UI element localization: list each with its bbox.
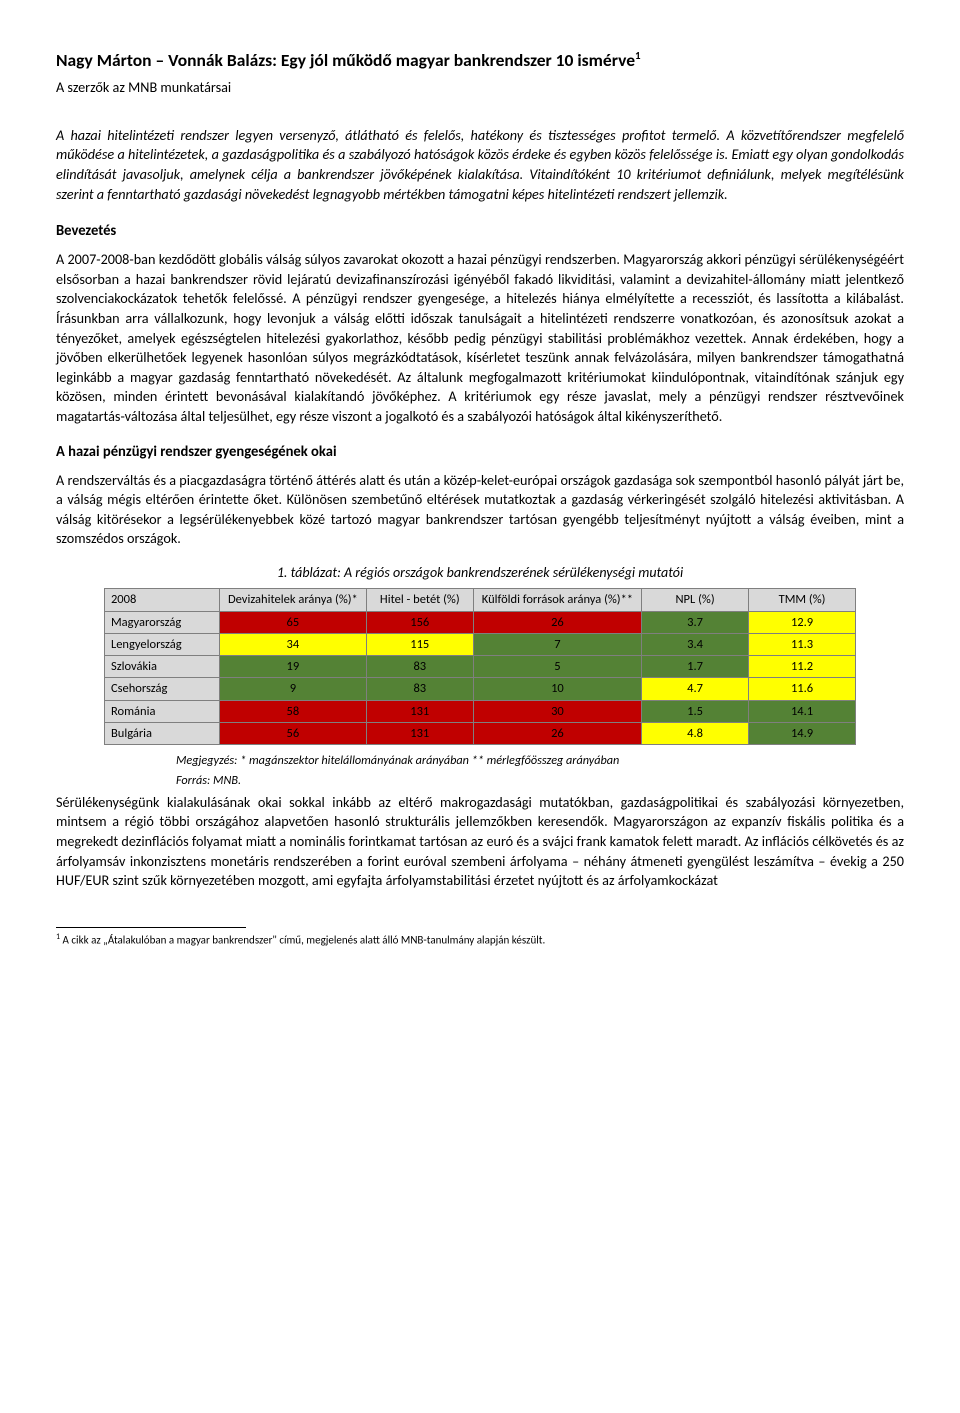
section-heading-intro: Bevezetés xyxy=(56,220,904,240)
table-cell: 4.8 xyxy=(642,722,749,744)
table-row: Magyarország65156263.712.9 xyxy=(104,611,855,633)
table-note: Megjegyzés: * magánszektor hitelállomány… xyxy=(176,753,904,769)
intro-body: A 2007-2008-ban kezdődött globális válsá… xyxy=(56,250,904,426)
footnote-rule xyxy=(56,927,246,928)
vulnerability-table: 2008 Devizahitelek aránya (%)* Hitel - b… xyxy=(104,588,856,745)
table-row: Szlovákia198351.711.2 xyxy=(104,656,855,678)
table-cell: 19 xyxy=(219,656,366,678)
table-cell: 30 xyxy=(473,700,641,722)
table-cell: 9 xyxy=(219,678,366,700)
table-cell: 3.4 xyxy=(642,633,749,655)
table-cell: 58 xyxy=(219,700,366,722)
table-cell: 26 xyxy=(473,611,641,633)
table-row-header: Lengyelország xyxy=(104,633,219,655)
table-cell: 26 xyxy=(473,722,641,744)
table-cell: 11.3 xyxy=(749,633,856,655)
table-col-header: Devizahitelek aránya (%)* xyxy=(219,589,366,611)
article-subtitle: A szerzők az MNB munkatársai xyxy=(56,78,904,98)
title-text: Nagy Márton – Vonnák Balázs: Egy jól műk… xyxy=(56,49,635,71)
table-caption: 1. táblázat: A régiós országok bankrends… xyxy=(56,563,904,582)
section-heading-causes: A hazai pénzügyi rendszer gyengeségének … xyxy=(56,441,904,461)
footnote-text: A cikk az „Átalakulóban a magyar bankren… xyxy=(60,933,545,946)
table-col-header: TMM (%) xyxy=(749,589,856,611)
table-cell: 4.7 xyxy=(642,678,749,700)
title-footnote-ref: 1 xyxy=(635,49,641,62)
table-cell: 1.5 xyxy=(642,700,749,722)
table-header-row: 2008 Devizahitelek aránya (%)* Hitel - b… xyxy=(104,589,855,611)
footnote: 1 A cikk az „Átalakulóban a magyar bankr… xyxy=(56,932,904,948)
post-table-body: Sérülékenységünk kialakulásának okai sok… xyxy=(56,793,904,891)
table-row: Csehország983104.711.6 xyxy=(104,678,855,700)
table-row-header: Románia xyxy=(104,700,219,722)
table-row-header: Szlovákia xyxy=(104,656,219,678)
table-cell: 83 xyxy=(366,656,473,678)
table-col-header: NPL (%) xyxy=(642,589,749,611)
table-cell: 56 xyxy=(219,722,366,744)
table-cell: 5 xyxy=(473,656,641,678)
table-row-header: Magyarország xyxy=(104,611,219,633)
table-year-cell: 2008 xyxy=(104,589,219,611)
table-row: Bulgária56131264.814.9 xyxy=(104,722,855,744)
causes-body: A rendszerváltás és a piacgazdaságra tör… xyxy=(56,471,904,549)
table-col-header: Hitel - betét (%) xyxy=(366,589,473,611)
table-cell: 3.7 xyxy=(642,611,749,633)
table-cell: 7 xyxy=(473,633,641,655)
table-cell: 83 xyxy=(366,678,473,700)
table-source: Forrás: MNB. xyxy=(176,773,904,789)
table-cell: 115 xyxy=(366,633,473,655)
table-row: Románia58131301.514.1 xyxy=(104,700,855,722)
table-cell: 12.9 xyxy=(749,611,856,633)
table-cell: 11.2 xyxy=(749,656,856,678)
table-col-header: Külföldi források aránya (%)** xyxy=(473,589,641,611)
table-cell: 14.1 xyxy=(749,700,856,722)
lead-paragraph: A hazai hitelintézeti rendszer legyen ve… xyxy=(56,126,904,204)
table-cell: 10 xyxy=(473,678,641,700)
table-row: Lengyelország3411573.411.3 xyxy=(104,633,855,655)
table-row-header: Bulgária xyxy=(104,722,219,744)
table-cell: 131 xyxy=(366,700,473,722)
table-cell: 11.6 xyxy=(749,678,856,700)
table-cell: 65 xyxy=(219,611,366,633)
table-cell: 14.9 xyxy=(749,722,856,744)
article-title: Nagy Márton – Vonnák Balázs: Egy jól műk… xyxy=(56,48,904,72)
table-cell: 131 xyxy=(366,722,473,744)
table-cell: 34 xyxy=(219,633,366,655)
table-cell: 156 xyxy=(366,611,473,633)
table-cell: 1.7 xyxy=(642,656,749,678)
table-row-header: Csehország xyxy=(104,678,219,700)
